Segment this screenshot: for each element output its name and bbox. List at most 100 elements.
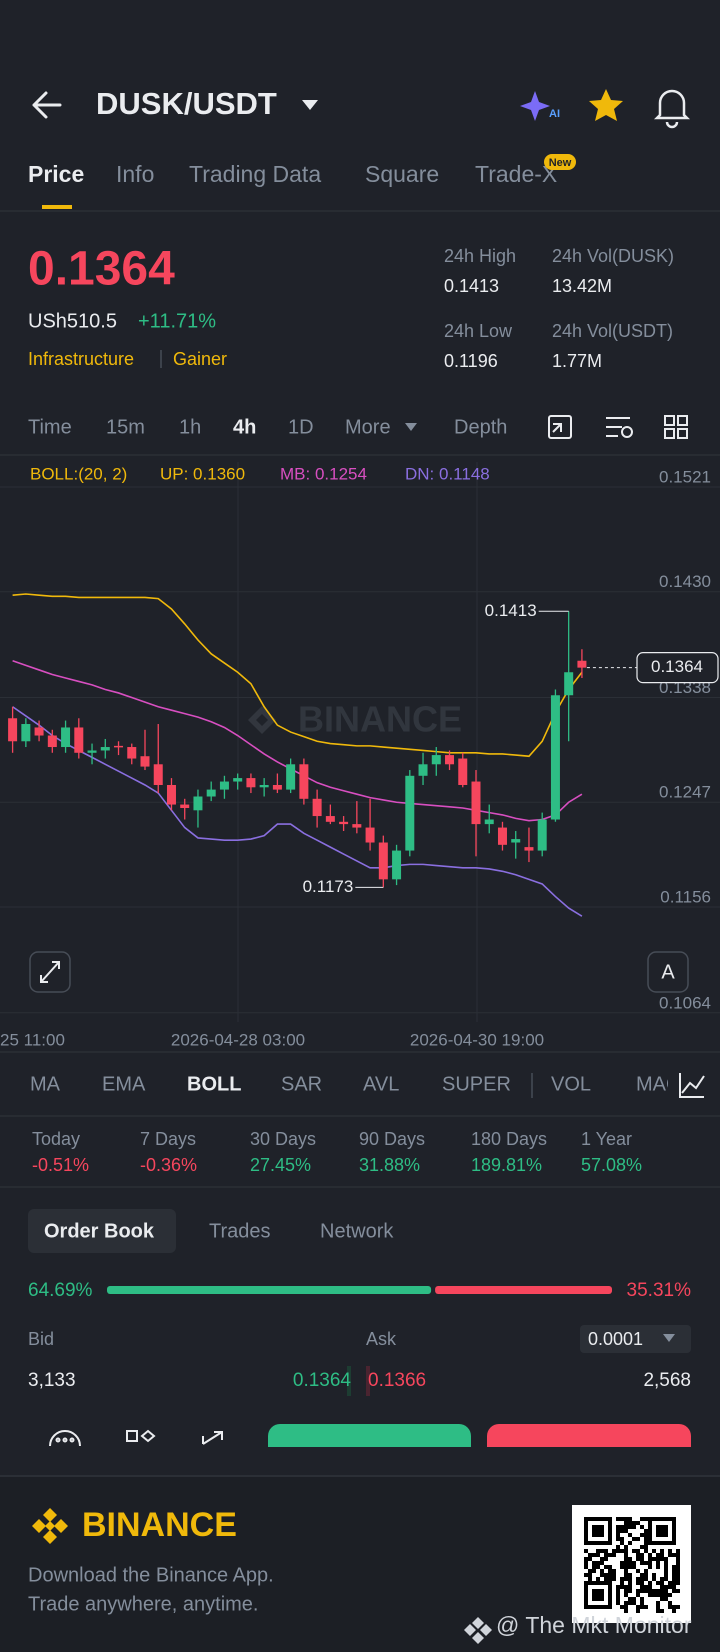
qr-module (672, 1577, 676, 1581)
qr-module (624, 1517, 628, 1521)
qr-module (632, 1525, 636, 1529)
scale-label: A (661, 961, 675, 983)
candle-body (114, 745, 124, 748)
candle-body (87, 750, 97, 753)
precision-dropdown[interactable] (663, 1334, 675, 1342)
bid-label: Bid (28, 1329, 54, 1349)
period-value: -0.36% (140, 1155, 197, 1175)
indicator-tab[interactable]: MA (30, 1073, 61, 1095)
qr-module (636, 1537, 640, 1541)
favorite-button[interactable] (589, 89, 623, 121)
qr-module (656, 1589, 660, 1593)
qr-module (664, 1593, 668, 1597)
qr-module (656, 1605, 660, 1609)
qr-module (628, 1577, 632, 1581)
qr-module (636, 1577, 640, 1581)
qr-module (648, 1557, 652, 1561)
action-icons[interactable] (49, 1429, 223, 1447)
stat-value: 1.77M (552, 351, 602, 371)
qr-module (604, 1565, 608, 1569)
qr-module (644, 1541, 648, 1545)
indicator-tab[interactable]: SAR (281, 1073, 322, 1095)
bid-qty: 3,133 (28, 1370, 76, 1391)
qr-module (616, 1585, 620, 1589)
indicator-settings[interactable] (679, 1073, 705, 1098)
book-tab[interactable]: Trades (209, 1220, 271, 1242)
indicator-tab[interactable]: SUPER (442, 1073, 511, 1095)
interval[interactable]: More (345, 416, 391, 438)
qr-module (588, 1577, 592, 1581)
qr-module (656, 1553, 660, 1557)
order-book-tab-bg[interactable] (28, 1209, 176, 1253)
period-value: 27.45% (250, 1155, 311, 1175)
interval[interactable]: 1D (288, 416, 314, 438)
qr-module (656, 1609, 660, 1613)
qr-module (628, 1517, 632, 1521)
y-tick-label: 0.1064 (659, 993, 711, 1012)
stat-value: 0.1196 (444, 351, 498, 371)
tab[interactable]: Trade-X (475, 161, 557, 187)
stat-label: 24h Vol(USDT) (552, 321, 673, 341)
qr-module (616, 1549, 620, 1553)
qr-module (664, 1573, 668, 1577)
qr-module (628, 1597, 632, 1601)
scale-button[interactable] (647, 951, 689, 993)
back-button[interactable] (32, 91, 62, 119)
interval[interactable]: Time (28, 416, 72, 438)
book-tab[interactable]: Order Book (44, 1220, 155, 1242)
qr-module (676, 1605, 680, 1609)
interval[interactable]: Depth (454, 416, 507, 438)
interval[interactable]: 1h (179, 416, 201, 438)
candle-body (140, 756, 150, 767)
tag[interactable]: Infrastructure (28, 349, 134, 369)
qr-module (616, 1525, 620, 1529)
tab[interactable]: Square (365, 161, 439, 187)
qr-module (600, 1573, 604, 1577)
indicator-tab[interactable]: VOL (551, 1073, 591, 1095)
qr-module (632, 1521, 636, 1525)
indicator-tab[interactable]: EMA (102, 1073, 146, 1095)
more-dropdown[interactable] (405, 423, 417, 431)
tab[interactable]: Info (116, 161, 154, 187)
alert-button[interactable] (653, 89, 691, 129)
indicator-tab[interactable]: BOLL (187, 1073, 241, 1095)
interval[interactable]: 4h (233, 416, 256, 438)
qr-finder (592, 1589, 604, 1601)
precision[interactable]: 0.0001 (588, 1329, 643, 1349)
tab[interactable]: Trading Data (189, 161, 321, 187)
interval[interactable]: 15m (106, 416, 145, 438)
qr-module (616, 1529, 620, 1533)
ai-button[interactable]: AI (520, 91, 560, 121)
precision-select[interactable] (580, 1325, 691, 1353)
qr-module (620, 1565, 624, 1569)
candle-body (577, 660, 587, 668)
candle-body (378, 842, 388, 880)
qr-module (588, 1569, 592, 1573)
qr-module (620, 1577, 624, 1581)
qr-module (604, 1549, 608, 1553)
fiat-price: USh510.5 (28, 310, 117, 332)
qr-module (644, 1569, 648, 1573)
qr-module (668, 1553, 672, 1557)
expand-button[interactable] (29, 951, 71, 993)
pair-dropdown[interactable] (302, 100, 318, 110)
qr-module (624, 1609, 628, 1613)
qr-module (620, 1605, 624, 1609)
qr-module (628, 1541, 632, 1545)
ask-qty: 2,568 (643, 1370, 691, 1391)
badge-bg (544, 154, 576, 170)
book-tab[interactable]: Network (320, 1220, 394, 1242)
x-label: 25 11:00 (0, 1030, 65, 1049)
chart-settings-icons[interactable] (548, 415, 688, 439)
qr-module (664, 1589, 668, 1593)
qr-module (628, 1521, 632, 1525)
tab[interactable]: Price (28, 161, 84, 187)
qr-module (608, 1577, 612, 1581)
qr-module (588, 1573, 592, 1577)
qr-module (676, 1557, 680, 1561)
qr-module (596, 1553, 600, 1557)
qr-module (644, 1561, 648, 1565)
tag[interactable]: Gainer (173, 349, 227, 369)
indicator-tab[interactable]: AVL (363, 1073, 399, 1095)
svg-text:AI: AI (549, 108, 560, 120)
